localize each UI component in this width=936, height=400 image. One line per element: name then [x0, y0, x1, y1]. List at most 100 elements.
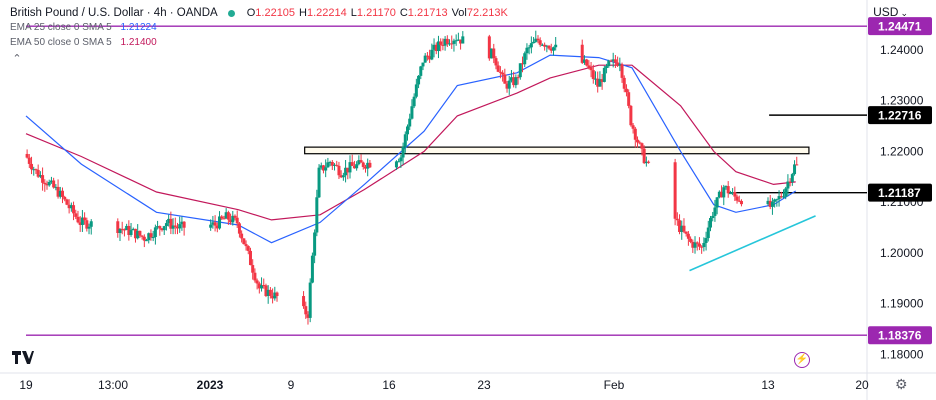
candle-body	[514, 77, 518, 86]
candle-body	[611, 59, 615, 61]
candle-body	[498, 71, 502, 73]
gear-icon[interactable]: ⚙	[895, 376, 908, 392]
candle-body	[720, 191, 724, 198]
candle-body	[706, 227, 710, 239]
candle-body	[226, 212, 230, 220]
candle-body	[680, 225, 684, 232]
candle-body	[436, 41, 440, 52]
x-tick-label: 23	[477, 378, 491, 392]
candle-body	[448, 43, 452, 45]
candle-body	[731, 192, 735, 194]
candle-body	[260, 285, 264, 289]
candle-body	[346, 167, 350, 173]
candle-body	[222, 218, 226, 220]
price-label-text: 1.24471	[878, 20, 922, 34]
candle-body	[735, 196, 739, 201]
candle-body	[587, 65, 591, 68]
x-tick-label: 13:00	[98, 378, 128, 392]
candle-body	[697, 243, 701, 247]
candle-body	[434, 44, 438, 52]
candle-body	[496, 65, 500, 72]
horizontal-lines	[26, 25, 867, 336]
candle-body	[441, 44, 445, 46]
candle-body	[355, 164, 359, 169]
chevron-down-icon: ⌄	[900, 8, 908, 18]
flash-icon[interactable]: ⚡	[794, 352, 810, 368]
price-label-box	[868, 106, 932, 125]
candle-body	[602, 67, 606, 82]
x-tick-label: 2023	[197, 378, 224, 392]
market-status-icon	[227, 9, 235, 17]
candle-body	[363, 166, 367, 169]
indicator-row-ema25[interactable]: EMA 25 close 0 SMA 5 1.21224	[10, 21, 508, 35]
candle-body	[414, 84, 418, 97]
candle-body	[403, 134, 407, 147]
candle-body	[521, 63, 525, 65]
candle-body	[545, 45, 549, 47]
candle-body	[773, 199, 777, 202]
candle-body	[357, 160, 361, 165]
candle-body	[580, 44, 584, 63]
ohlc-value: 72.213K	[466, 7, 508, 19]
y-tick-label: 1.20000	[880, 246, 924, 260]
candle-body	[452, 40, 456, 44]
candle-body	[213, 222, 217, 226]
candle-body	[133, 228, 137, 239]
ohlc-key: H	[299, 7, 307, 19]
candle-body	[775, 199, 779, 201]
candle-body	[264, 285, 268, 296]
currency-label: USD	[873, 5, 899, 19]
candle-body	[620, 64, 624, 78]
candle-body	[717, 191, 721, 198]
candle-body	[257, 283, 261, 289]
candle-body	[642, 148, 646, 164]
candle-body	[131, 228, 135, 231]
trendline	[689, 215, 816, 272]
candle-body	[425, 55, 429, 57]
ohlc-key: O	[246, 7, 256, 19]
candle-body	[30, 163, 34, 170]
candle-body	[523, 53, 527, 65]
candle-body	[127, 225, 131, 235]
candle-body	[624, 88, 628, 93]
candle-body	[788, 181, 792, 183]
x-axis[interactable]: 19 13:00 2023 9 16 23 Feb 13 20	[19, 378, 869, 392]
ohlc-value: 1.21170	[356, 7, 396, 19]
indicator-row-ema50[interactable]: EMA 50 close 0 SMA 5 1.21400	[10, 36, 508, 50]
candle-body	[211, 222, 215, 225]
candle-body	[394, 161, 398, 168]
candle-body	[149, 233, 153, 238]
currency-selector[interactable]: USD ⌄	[873, 5, 908, 19]
candle-body	[319, 165, 323, 168]
candle-body	[704, 238, 708, 243]
candle-body	[178, 224, 182, 229]
y-axis[interactable]: 1.180001.190001.200001.210001.220001.230…	[880, 43, 924, 361]
candle-body	[509, 77, 513, 81]
y-tick-label: 1.22000	[880, 144, 924, 158]
candle-body	[766, 200, 770, 205]
indicator-value: 1.21224	[120, 22, 157, 33]
price-label-text: 1.22716	[878, 109, 922, 123]
indicator-value: 1.21400	[120, 37, 157, 48]
candle-body	[536, 38, 540, 41]
candle-body	[686, 233, 690, 239]
candle-body	[47, 181, 51, 186]
candle-body	[339, 175, 343, 178]
candle-body	[715, 197, 719, 208]
ohlc-value: 1.22105	[255, 7, 296, 19]
candle-body	[724, 186, 728, 188]
collapse-legend-icon[interactable]: ⌃	[12, 53, 22, 65]
candle-body	[501, 72, 505, 75]
candle-body	[52, 180, 56, 188]
candle-body	[711, 215, 715, 219]
x-tick-label: 9	[288, 378, 295, 392]
candle-body	[348, 162, 352, 173]
candle-body	[169, 218, 173, 229]
candle-body	[160, 228, 164, 231]
symbol-title[interactable]: British Pound / U.S. Dollar · 4h · OANDA	[10, 7, 218, 19]
candle-body	[317, 167, 321, 198]
candle-body	[401, 146, 405, 158]
